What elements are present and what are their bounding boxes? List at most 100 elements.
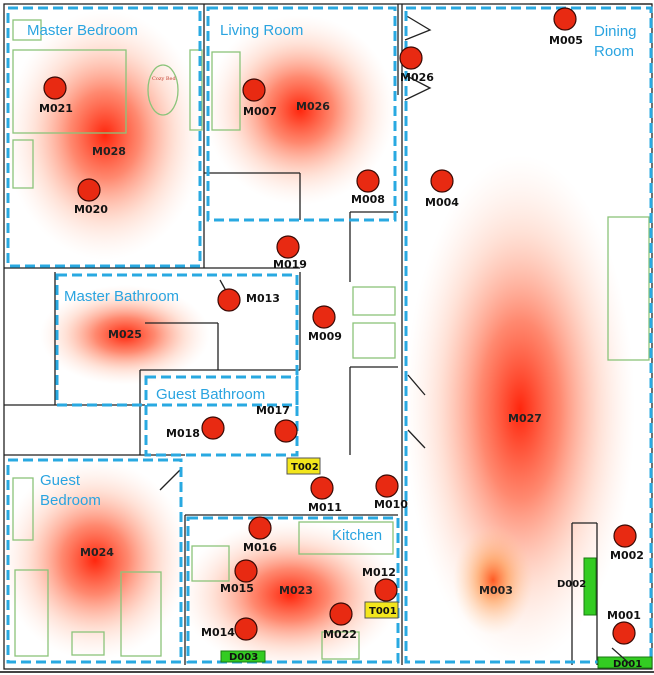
motion-sensor-label-m010: M010 bbox=[374, 498, 408, 511]
heat-zone-master-bathroom bbox=[40, 285, 210, 385]
motion-sensor-m009[interactable] bbox=[312, 305, 336, 329]
furniture bbox=[12, 19, 650, 660]
zone-dining-room bbox=[404, 6, 653, 664]
room-label-guest-bedroom-line1: Guest bbox=[40, 472, 81, 489]
door-sensors: D002 D003 D001 bbox=[220, 557, 653, 670]
kitchen-island-furniture bbox=[191, 545, 230, 582]
door-sensor-d001-label: D001 bbox=[613, 659, 642, 670]
cabinet-2-furniture bbox=[352, 322, 396, 359]
heat-zone-dining-room bbox=[405, 155, 635, 665]
motion-sensor-label-m008: M008 bbox=[351, 193, 385, 206]
motion-sensor-m002[interactable] bbox=[613, 524, 637, 548]
motion-sensor-label-m022: M022 bbox=[323, 628, 357, 641]
sensor-label-m025: M025 bbox=[108, 328, 142, 341]
temp-sensor-t002-label: T002 bbox=[291, 462, 319, 473]
motion-sensor-label-m004: M004 bbox=[425, 196, 459, 209]
zone-guest-bathroom bbox=[144, 375, 299, 457]
motion-sensor-label-m016: M016 bbox=[243, 541, 277, 554]
motion-sensor-label-m014: M014 bbox=[201, 626, 235, 639]
motion-sensor-label-m012: M012 bbox=[362, 566, 396, 579]
motion-sensor-label-m013: M013 bbox=[246, 292, 280, 305]
heat-map-layer bbox=[0, 10, 635, 670]
motion-sensor-m010[interactable] bbox=[375, 474, 399, 498]
temp-sensor-t001[interactable] bbox=[364, 601, 399, 619]
door-sensor-d002-label: D002 bbox=[557, 579, 586, 590]
area-sensor-labels: M028 M026 M025 M027 M024 M023 M003 bbox=[80, 100, 542, 597]
zone-master-bedroom bbox=[6, 6, 202, 268]
motion-sensor-m007[interactable] bbox=[242, 78, 266, 102]
door-sensor-d003-label: D003 bbox=[229, 652, 258, 663]
d001-door-swing bbox=[611, 647, 631, 665]
door-sensor-d002[interactable] bbox=[583, 557, 597, 616]
zone-guest-bedroom bbox=[6, 458, 183, 664]
motion-sensor-label-m020: M020 bbox=[74, 203, 108, 216]
heat-zone-m003 bbox=[453, 525, 533, 635]
sensor-label-m026-area: M026 bbox=[296, 100, 330, 113]
motion-sensor-label-m021: M021 bbox=[39, 102, 73, 115]
motion-sensor-label-m018: M018 bbox=[166, 427, 200, 440]
motion-sensor-label-m007: M007 bbox=[243, 105, 277, 118]
heat-zone-living-room bbox=[205, 15, 395, 205]
motion-sensor-m008[interactable] bbox=[356, 169, 380, 193]
motion-sensor-m017[interactable] bbox=[274, 419, 298, 443]
motion-sensor-m022[interactable] bbox=[329, 602, 353, 626]
sensor-label-m023: M023 bbox=[279, 584, 313, 597]
guest-bed-right-furniture bbox=[120, 571, 162, 657]
cabinet-1-furniture bbox=[352, 286, 396, 316]
motion-sensor-m026[interactable] bbox=[399, 46, 423, 70]
zone-boundaries bbox=[6, 6, 653, 664]
motion-sensor-m012[interactable] bbox=[374, 578, 398, 602]
motion-sensor-label-m011: M011 bbox=[308, 501, 342, 514]
motion-sensor-m019[interactable] bbox=[276, 235, 300, 259]
motion-sensor-m005[interactable] bbox=[553, 7, 577, 31]
motion-sensor-label-m002: M002 bbox=[610, 549, 644, 562]
sensor-label-m024: M024 bbox=[80, 546, 114, 559]
master-bed-furniture bbox=[12, 49, 127, 134]
motion-sensors: M005 M026 M021 M007 M020 M008 M004 M019 M013 M009… bbox=[39, 7, 644, 645]
room-label-dining-line2: Room bbox=[594, 43, 634, 60]
motion-sensor-label-m019: M019 bbox=[273, 258, 307, 271]
motion-sensor-m021[interactable] bbox=[43, 76, 67, 100]
sofa-furniture bbox=[211, 51, 241, 131]
guest-dresser-furniture bbox=[12, 477, 34, 541]
motion-sensor-m001[interactable] bbox=[612, 621, 636, 645]
temp-sensor-t002[interactable] bbox=[286, 457, 321, 475]
room-label-guest-bedroom-line2: Bedroom bbox=[40, 492, 101, 509]
motion-sensor-m018[interactable] bbox=[201, 416, 225, 440]
door-sensor-d001[interactable] bbox=[597, 656, 653, 669]
room-label-guest-bathroom: Guest Bathroom bbox=[156, 386, 265, 403]
room-label-master-bathroom: Master Bathroom bbox=[64, 288, 179, 305]
kitchen-stool-furniture bbox=[321, 631, 360, 660]
zone-master-bathroom bbox=[55, 273, 299, 407]
motion-sensor-m013[interactable] bbox=[217, 288, 241, 312]
motion-sensor-m020[interactable] bbox=[77, 178, 101, 202]
guest-table-furniture bbox=[71, 631, 105, 656]
zone-kitchen bbox=[186, 516, 400, 664]
sensor-label-m003: M003 bbox=[479, 584, 513, 597]
room-label-master-bedroom: Master Bedroom bbox=[27, 22, 138, 39]
room-label-living-room: Living Room bbox=[220, 22, 303, 39]
zone-living-room bbox=[206, 6, 397, 222]
sensor-label-m027: M027 bbox=[508, 412, 542, 425]
motion-sensor-label-m009: M009 bbox=[308, 330, 342, 343]
room-label-kitchen: Kitchen bbox=[332, 527, 382, 544]
dining-table-furniture bbox=[607, 216, 650, 361]
room-labels: Master Bedroom Living Room Dining Room M… bbox=[27, 22, 637, 544]
motion-sensor-m014[interactable] bbox=[234, 617, 258, 641]
door-sensor-d003[interactable] bbox=[220, 650, 266, 663]
master-nightstand-furniture bbox=[12, 139, 34, 189]
heat-zone-master-bedroom bbox=[5, 10, 205, 260]
master-shelf-furniture bbox=[12, 19, 42, 41]
cozy-bed-furniture bbox=[147, 64, 179, 116]
temperature-sensors: T002 T001 bbox=[286, 457, 399, 619]
motion-sensor-m011[interactable] bbox=[310, 476, 334, 500]
motion-sensor-m004[interactable] bbox=[430, 169, 454, 193]
motion-sensor-label-m001: M001 bbox=[607, 609, 641, 622]
cozy-bed-annotation: Cozy Bed bbox=[152, 76, 177, 82]
motion-sensor-m016[interactable] bbox=[248, 516, 272, 540]
temp-sensor-t001-label: T001 bbox=[369, 606, 397, 617]
motion-sensor-m015[interactable] bbox=[234, 559, 258, 583]
motion-sensor-label-m017: M017 bbox=[256, 404, 290, 417]
motion-sensor-label-m026: M026 bbox=[400, 71, 434, 84]
